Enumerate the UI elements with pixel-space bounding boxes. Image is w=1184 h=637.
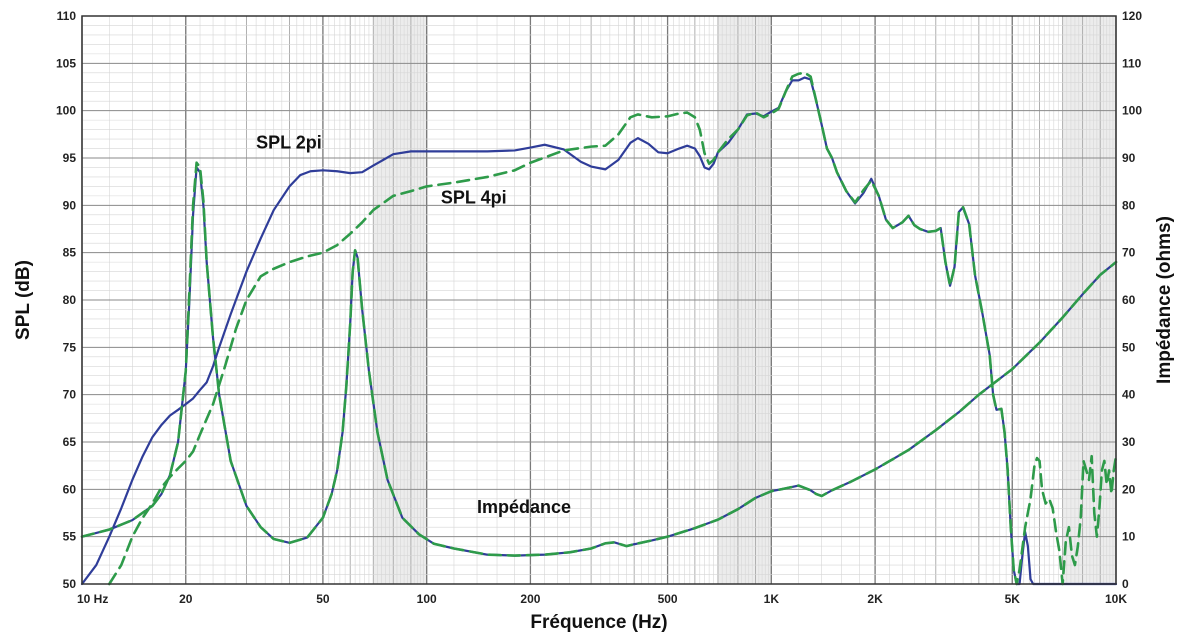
y2-tick-label: 120	[1122, 9, 1142, 23]
series-group	[80, 71, 1118, 586]
series-annotation: Impédance	[477, 497, 571, 517]
y-tick-label: 95	[63, 151, 77, 165]
y-axis-title: SPL (dB)	[13, 260, 34, 340]
x-tick-label: 200	[520, 592, 540, 606]
plot-frame	[81, 15, 1117, 585]
y2-tick-labels: 0 10 20 30 40 50 60 70 80 90 100 110 120	[1122, 9, 1142, 591]
y-tick-label: 50	[63, 577, 77, 591]
x-tick-label: 5K	[1005, 592, 1021, 606]
y2-tick-label: 60	[1122, 293, 1136, 307]
y2-tick-label: 20	[1122, 482, 1136, 496]
y-tick-label: 60	[63, 482, 77, 496]
series-annotations: SPL 2pi SPL 4pi Impédance	[256, 133, 571, 517]
y-tick-label: 80	[63, 293, 77, 307]
x-tick-label: 10K	[1105, 592, 1127, 606]
x-tick-label: 100	[417, 592, 437, 606]
x-tick-label: 500	[658, 592, 678, 606]
y-tick-labels: 50 55 60 65 70 75 80 85 90 95 100 105 110	[56, 9, 76, 591]
y2-tick-label: 90	[1122, 151, 1136, 165]
y-tick-label: 105	[56, 56, 76, 70]
x-tick-label: 1K	[764, 592, 780, 606]
y2-tick-label: 110	[1122, 56, 1142, 70]
y-tick-label: 110	[57, 9, 77, 23]
y-tick-label: 70	[63, 388, 77, 402]
y2-tick-label: 10	[1122, 530, 1136, 544]
y2-tick-label: 30	[1122, 435, 1136, 449]
spl-dashed-line	[107, 71, 1118, 586]
y2-tick-label: 70	[1122, 246, 1136, 260]
x-tick-labels: 10 Hz 20 50 100 200 500 1K 2K 5K 10K	[77, 592, 1127, 606]
y-tick-label: 55	[63, 530, 77, 544]
y2-axis-title: Impédance (ohms)	[1154, 216, 1175, 384]
y2-tick-label: 40	[1122, 388, 1136, 402]
x-tick-label: 2K	[867, 592, 883, 606]
impedance-dashed-line	[80, 161, 1118, 557]
y-tick-label: 85	[63, 246, 77, 260]
x-tick-label: 20	[179, 592, 193, 606]
grid-lines	[81, 15, 1117, 585]
y2-tick-label: 50	[1122, 340, 1136, 354]
y2-tick-label: 80	[1122, 198, 1136, 212]
y2-tick-label: 100	[1122, 104, 1142, 118]
x-tick-label: 10 Hz	[77, 592, 108, 606]
y-tick-label: 75	[63, 340, 77, 354]
y-tick-label: 100	[56, 104, 76, 118]
x-axis-title: Fréquence (Hz)	[530, 612, 667, 633]
x-tick-label: 50	[316, 592, 330, 606]
y-tick-label: 90	[63, 198, 77, 212]
y2-tick-label: 0	[1122, 577, 1129, 591]
series-annotation: SPL 4pi	[441, 187, 507, 207]
y-tick-label: 65	[63, 435, 77, 449]
series-annotation: SPL 2pi	[256, 133, 322, 153]
